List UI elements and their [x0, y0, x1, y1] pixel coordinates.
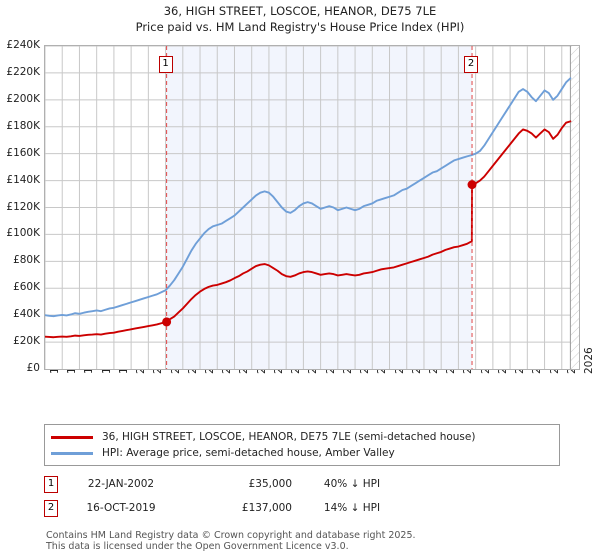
y-axis-tick-label: £240K: [6, 39, 40, 51]
legend-label-price-paid: 36, HIGH STREET, LOSCOE, HEANOR, DE75 7L…: [102, 431, 476, 443]
transaction-price: £137,000: [241, 502, 292, 514]
transaction-point-marker: [162, 317, 172, 327]
transaction-date: 16-OCT-2019: [86, 502, 156, 514]
transaction-index-badge: 1: [44, 475, 58, 493]
table-row: 1 22-JAN-2002 £35,000 40% ↓ HPI: [44, 472, 524, 496]
transaction-date: 22-JAN-2002: [87, 478, 155, 490]
y-axis-tick-label: £20K: [13, 335, 40, 348]
footer-line-2: This data is licensed under the Open Gov…: [46, 541, 349, 552]
transaction-callout-badge: 2: [464, 56, 479, 73]
y-axis-tick-label: £120K: [6, 200, 40, 213]
y-axis-tick-label: £0: [26, 362, 40, 374]
line-swatch-icon: [51, 451, 93, 455]
y-axis-tick-label: £220K: [6, 65, 40, 78]
chart-legend: 36, HIGH STREET, LOSCOE, HEANOR, DE75 7L…: [44, 424, 560, 466]
transaction-index-badge: 2: [44, 499, 58, 517]
footer-line-1: Contains HM Land Registry data © Crown c…: [46, 530, 416, 541]
transaction-callout-badge: 1: [158, 56, 173, 73]
y-axis: £0 £20K £40K £60K £80K £100K £120K £140K £160K £1…: [6, 39, 40, 374]
transaction-price: £35,000: [248, 478, 292, 490]
legend-label-hpi: HPI: Average price, semi-detached house,…: [102, 447, 395, 459]
y-axis-tick-label: £40K: [13, 308, 40, 321]
transaction-hpi-delta: 14% ↓ HPI: [323, 502, 381, 514]
y-axis-tick-label: £80K: [13, 254, 40, 267]
chart-svg: [45, 46, 579, 369]
footer-attribution: Contains HM Land Registry data © Crown c…: [46, 530, 586, 552]
transactions-table: 1 22-JAN-2002 £35,000 40% ↓ HPI 2 16-OCT…: [44, 472, 524, 520]
table-row: 2 16-OCT-2019 £137,000 14% ↓ HPI: [44, 496, 524, 520]
price-paid-series-line: [45, 120, 572, 339]
transaction-hpi-delta: 40% ↓ HPI: [323, 478, 381, 490]
legend-item-hpi: HPI: Average price, semi-detached house,…: [51, 445, 553, 461]
y-axis-tick-label: £140K: [6, 173, 40, 186]
no-data-hatched-region: [570, 46, 579, 369]
title-line-2: Price paid vs. HM Land Registry's House …: [135, 20, 465, 34]
y-axis-tick-label: £180K: [6, 119, 40, 132]
title-line-1: 36, HIGH STREET, LOSCOE, HEANOR, DE75 7L…: [163, 4, 437, 18]
y-axis-tick-label: £200K: [6, 92, 40, 105]
legend-item-price-paid: 36, HIGH STREET, LOSCOE, HEANOR, DE75 7L…: [51, 429, 553, 445]
hpi-series-line: [45, 77, 572, 318]
y-axis-tick-label: £100K: [6, 227, 40, 240]
x-axis-tick-label: 2026: [583, 347, 595, 374]
y-axis-tick-label: £160K: [6, 146, 40, 159]
y-axis-tick-label: £60K: [13, 281, 40, 294]
line-swatch-icon: [51, 435, 93, 439]
transaction-point-marker: [467, 180, 477, 190]
chart-title: 36, HIGH STREET, LOSCOE, HEANOR, DE75 7L…: [0, 3, 600, 35]
